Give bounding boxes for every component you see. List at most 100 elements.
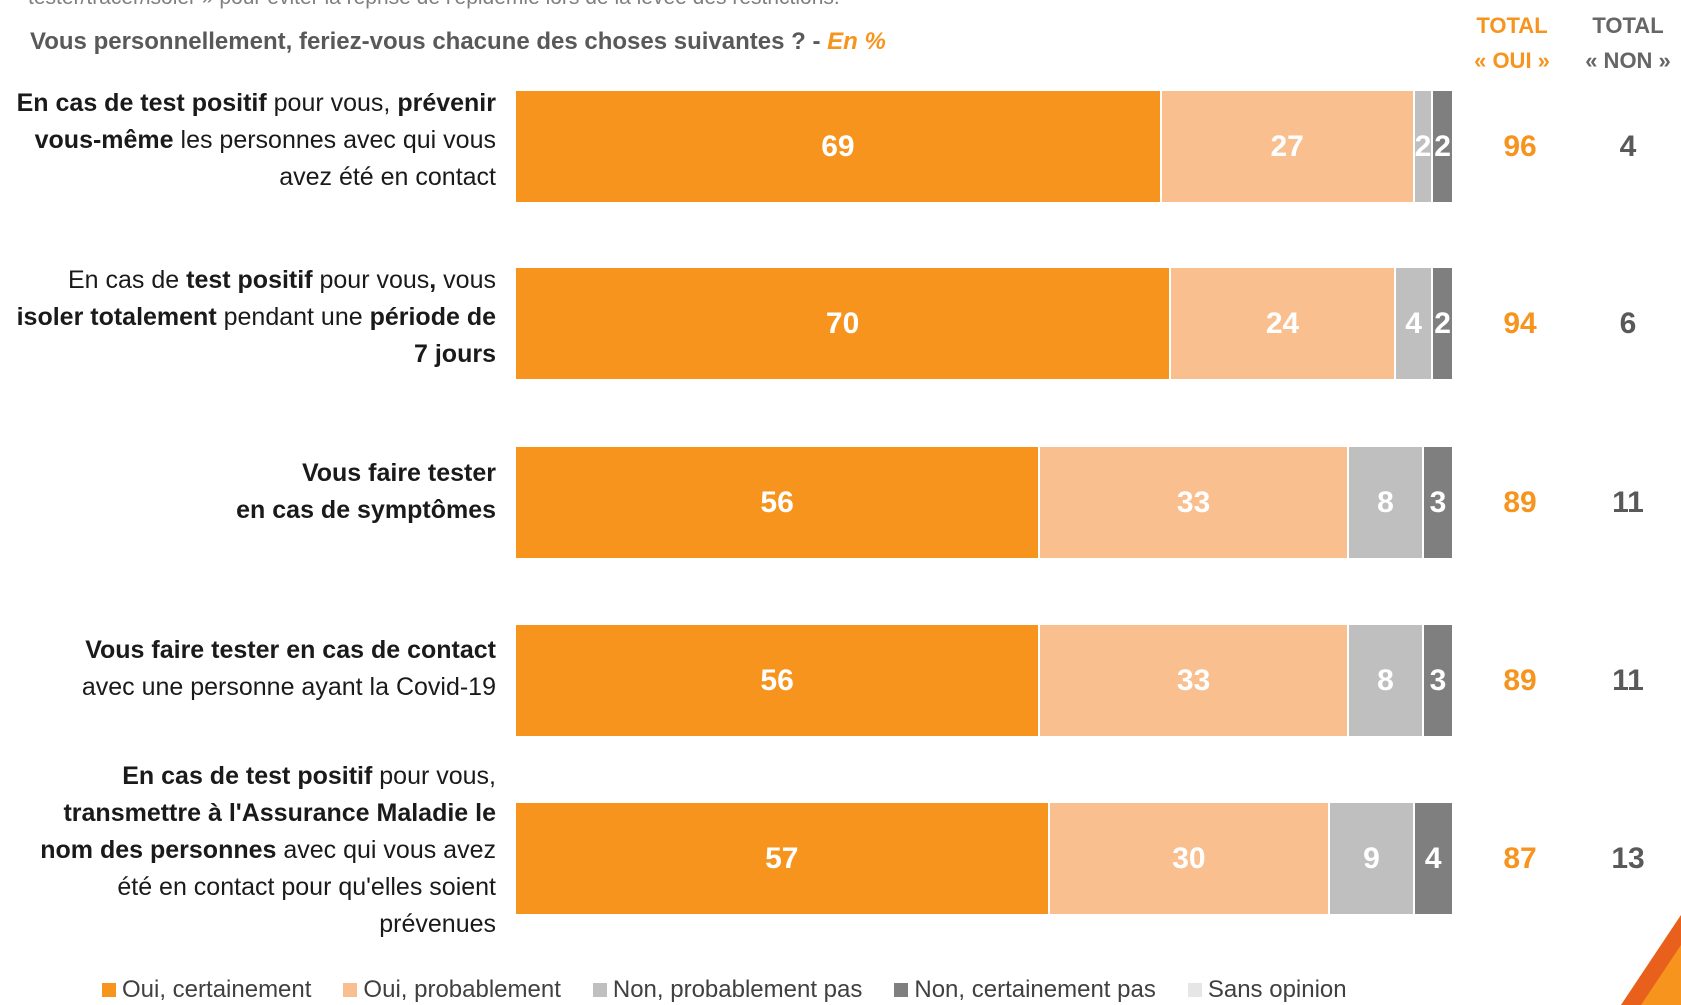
- bar-segment-oui-certainement: 57: [516, 803, 1050, 914]
- legend-swatch: [894, 983, 909, 997]
- bar-value-label: 2: [1434, 306, 1451, 340]
- row-label-part: pour vous,: [372, 762, 496, 790]
- bar-segment-oui-certainement: 70: [516, 268, 1172, 379]
- bar-value-label: 30: [1172, 841, 1206, 875]
- bar-segment-non-certainement: 2: [1433, 91, 1452, 202]
- question-title: Vous personnellement, feriez-vous chacun…: [30, 28, 886, 56]
- bar-segment-non-certainement: 4: [1414, 803, 1452, 914]
- bar-segment-non-certainement: 2: [1433, 268, 1452, 379]
- legend-item-sans-opinion: Sans opinion: [1187, 976, 1347, 1004]
- bar-value-label: 3: [1429, 663, 1447, 697]
- row-label-part: Vous faire tester: [301, 459, 496, 487]
- bar-row: 69 27 2 2: [516, 91, 1452, 202]
- bar-value-label: 4: [1405, 306, 1422, 340]
- row-label: Vous faire tester en cas de contact avec …: [8, 632, 496, 706]
- bar-value-label: 2: [1434, 129, 1451, 163]
- bar-row: 56 33 8 3: [516, 447, 1452, 558]
- bar-segment-non-probablement: 4: [1395, 268, 1434, 379]
- legend-label: Oui, probablement: [363, 976, 561, 1003]
- row-label-part: pour vous: [312, 266, 430, 294]
- bar-value-label: 70: [825, 306, 860, 340]
- legend-item-oui-probablement: Oui, probablement: [343, 976, 561, 1004]
- question-unit: En %: [827, 28, 886, 55]
- total-non-value: 4: [1619, 130, 1637, 163]
- row-label-part: les personnes avec qui vous avez été en …: [173, 126, 496, 191]
- chart-legend: Oui, certainement Oui, probablement Non, p…: [102, 976, 1347, 1004]
- row-label-part: pour vous,: [266, 89, 398, 117]
- legend-label: Sans opinion: [1207, 976, 1347, 1003]
- bar-segment-non-probablement: 9: [1330, 803, 1415, 914]
- total-oui-value: 87: [1503, 842, 1537, 875]
- bar-segment-oui-probablement: 33: [1040, 447, 1350, 558]
- total-non-value: 11: [1612, 664, 1644, 697]
- bar-value-label: 27: [1270, 129, 1304, 163]
- bar-segment-oui-certainement: 56: [516, 447, 1041, 558]
- legend-item-oui-certainement: Oui, certainement: [102, 976, 311, 1004]
- row-label-part: avec qui vous avez été en contact pour q…: [117, 836, 496, 938]
- row-label-part: ,: [429, 266, 437, 294]
- legend-label: Non, certainement pas: [914, 976, 1156, 1003]
- bar-segment-non-probablement: 2: [1414, 91, 1434, 202]
- row-label: En cas de test positif pour vous, préven…: [8, 85, 496, 196]
- bar-value-label: 4: [1424, 841, 1442, 875]
- bar-value-label: 9: [1363, 841, 1380, 875]
- bar-value-label: 33: [1176, 485, 1211, 519]
- row-label-part: isoler totalement: [16, 303, 217, 331]
- row-label-part: période de 7 jours: [369, 303, 496, 368]
- bar-value-label: 69: [821, 129, 855, 163]
- bar-value-label: 8: [1377, 663, 1394, 697]
- total-oui-value: 96: [1503, 130, 1537, 163]
- legend-swatch: [1187, 983, 1202, 997]
- bar-segment-non-certainement: 3: [1423, 447, 1452, 558]
- bar-segment-oui-certainement: 69: [516, 91, 1162, 202]
- bar-row: 57 30 9 4: [516, 803, 1452, 914]
- row-label-part: avec une personne ayant la Covid-19: [81, 673, 496, 701]
- bar-value-label: 2: [1414, 129, 1432, 163]
- row-label-part: En cas de: [67, 266, 187, 294]
- bar-segment-oui-probablement: 33: [1040, 625, 1350, 736]
- bar-segment-oui-certainement: 56: [516, 625, 1041, 736]
- total-oui-value: 94: [1503, 307, 1537, 340]
- total-oui-value: 89: [1503, 486, 1537, 519]
- row-label-part: En cas de test positif: [122, 762, 373, 790]
- bar-segment-non-probablement: 8: [1349, 447, 1424, 558]
- legend-item-non-certainement: Non, certainement pas: [894, 976, 1156, 1004]
- total-oui-value: 89: [1503, 664, 1537, 697]
- total-oui-header-line2: « OUI »: [1474, 48, 1550, 73]
- bar-value-label: 56: [760, 485, 794, 519]
- bar-segment-oui-probablement: 30: [1049, 803, 1331, 914]
- row-label: En cas de test positif pour vous, vous i…: [8, 262, 496, 373]
- bar-segment-oui-probablement: 24: [1171, 268, 1396, 379]
- legend-item-non-probablement: Non, probablement pas: [592, 976, 862, 1004]
- bar-value-label: 33: [1176, 663, 1211, 697]
- total-non-header-line2: « NON »: [1585, 48, 1671, 73]
- bar-value-label: 56: [760, 663, 794, 697]
- total-non-value: 13: [1611, 842, 1645, 875]
- row-label-part: pendant une: [216, 303, 370, 331]
- row-label-part: Vous faire tester en cas de contact: [85, 636, 496, 664]
- row-label: Vous faire tester en cas de symptômes: [8, 455, 496, 529]
- bar-segment-non-certainement: 3: [1423, 625, 1452, 736]
- bar-row: 56 33 8 3: [516, 625, 1452, 736]
- total-non-header-line1: TOTAL: [1592, 13, 1664, 38]
- intro-text: tester/tracer/isoler » pour éviter la re…: [28, 0, 1328, 10]
- total-non-header: TOTAL « NON »: [1573, 8, 1681, 78]
- row-label-part: vous: [436, 266, 496, 294]
- legend-swatch: [102, 983, 116, 997]
- total-oui-header: TOTAL « OUI »: [1457, 8, 1567, 78]
- row-label-part: en cas de symptômes: [236, 496, 496, 524]
- row-label-part: En cas de test positif: [16, 89, 267, 117]
- bar-value-label: 24: [1265, 306, 1300, 340]
- bar-value-label: 3: [1429, 485, 1447, 519]
- total-non-value: 11: [1612, 486, 1644, 519]
- total-oui-header-line1: TOTAL: [1476, 13, 1548, 38]
- bar-value-label: 57: [765, 841, 799, 875]
- row-label-part: prévenir vous-même: [34, 89, 496, 154]
- legend-swatch: [592, 983, 607, 997]
- row-label-part: transmettre à l'Assurance Maladie le nom…: [40, 799, 496, 864]
- total-non-value: 6: [1619, 307, 1637, 340]
- bar-segment-non-probablement: 8: [1349, 625, 1424, 736]
- row-label-part: test positif: [186, 266, 313, 294]
- bar-row: 70 24 4 2: [516, 268, 1452, 379]
- bar-value-label: 8: [1377, 485, 1394, 519]
